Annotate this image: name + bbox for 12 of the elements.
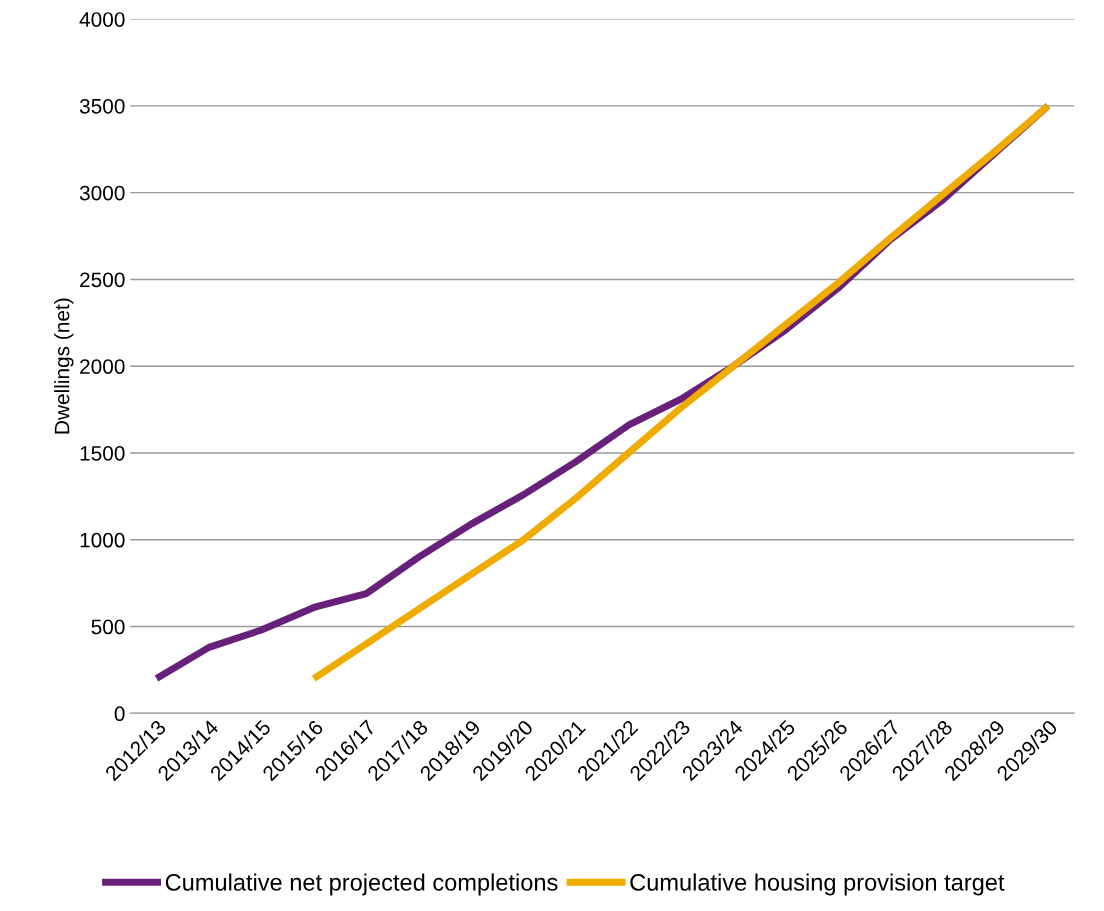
y-tick-label: 3500: [79, 98, 125, 114]
y-tick-label: 1000: [80, 532, 125, 548]
y-tick-label: 2000: [80, 359, 125, 374]
y-tick-label: 1500: [80, 446, 125, 461]
legend-label: Cumulative net projected completions: [165, 873, 558, 896]
y-tick-label: 0: [114, 706, 125, 722]
y-tick-label: 4000: [79, 12, 125, 27]
y-tick-label: 2500: [80, 272, 125, 288]
y-tick-label: 3000: [79, 185, 125, 201]
y-tick-label: 500: [91, 619, 125, 635]
legend-label: Cumulative housing provision target: [630, 873, 1005, 896]
y-axis-title: Dwellings (net): [54, 298, 74, 434]
